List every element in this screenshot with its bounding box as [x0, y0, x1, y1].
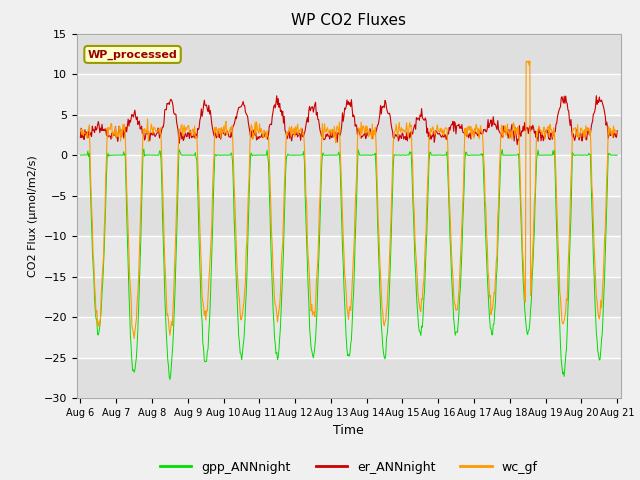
er_ANNnight: [225, 130, 232, 136]
wc_gf: [526, 58, 534, 64]
Title: WP CO2 Fluxes: WP CO2 Fluxes: [291, 13, 406, 28]
er_ANNnight: [593, 93, 600, 98]
er_ANNnight: [86, 132, 94, 138]
gpp_ANNnight: [415, 329, 423, 335]
Line: wc_gf: wc_gf: [81, 61, 617, 338]
er_ANNnight: [613, 128, 621, 133]
wc_gf: [142, 127, 150, 133]
er_ANNnight: [196, 117, 204, 123]
er_ANNnight: [414, 115, 422, 121]
Bar: [77, 277, 621, 317]
Y-axis label: CO2 Flux (μmol/m2/s): CO2 Flux (μmol/m2/s): [28, 155, 38, 277]
wc_gf: [613, 130, 621, 136]
er_ANNnight: [513, 142, 521, 147]
gpp_ANNnight: [140, 146, 148, 152]
wc_gf: [77, 128, 84, 133]
wc_gf: [225, 129, 233, 135]
wc_gf: [196, 244, 204, 250]
gpp_ANNnight: [166, 377, 174, 383]
gpp_ANNnight: [226, 152, 234, 158]
Line: er_ANNnight: er_ANNnight: [81, 96, 617, 144]
Line: gpp_ANNnight: gpp_ANNnight: [81, 149, 617, 380]
gpp_ANNnight: [86, 174, 94, 180]
wc_gf: [431, 131, 438, 137]
wc_gf: [131, 336, 138, 341]
er_ANNnight: [77, 134, 84, 140]
Bar: [77, 115, 621, 155]
gpp_ANNnight: [142, 152, 150, 158]
Bar: [77, 196, 621, 236]
Legend: gpp_ANNnight, er_ANNnight, wc_gf: gpp_ANNnight, er_ANNnight, wc_gf: [155, 456, 543, 479]
er_ANNnight: [141, 135, 149, 141]
gpp_ANNnight: [77, 152, 84, 158]
gpp_ANNnight: [613, 152, 621, 158]
gpp_ANNnight: [431, 152, 439, 158]
Text: WP_processed: WP_processed: [88, 49, 177, 60]
wc_gf: [415, 296, 422, 302]
gpp_ANNnight: [198, 310, 205, 315]
X-axis label: Time: Time: [333, 424, 364, 437]
Bar: [77, 358, 621, 398]
Bar: [77, 34, 621, 74]
wc_gf: [86, 153, 94, 159]
er_ANNnight: [429, 128, 437, 134]
